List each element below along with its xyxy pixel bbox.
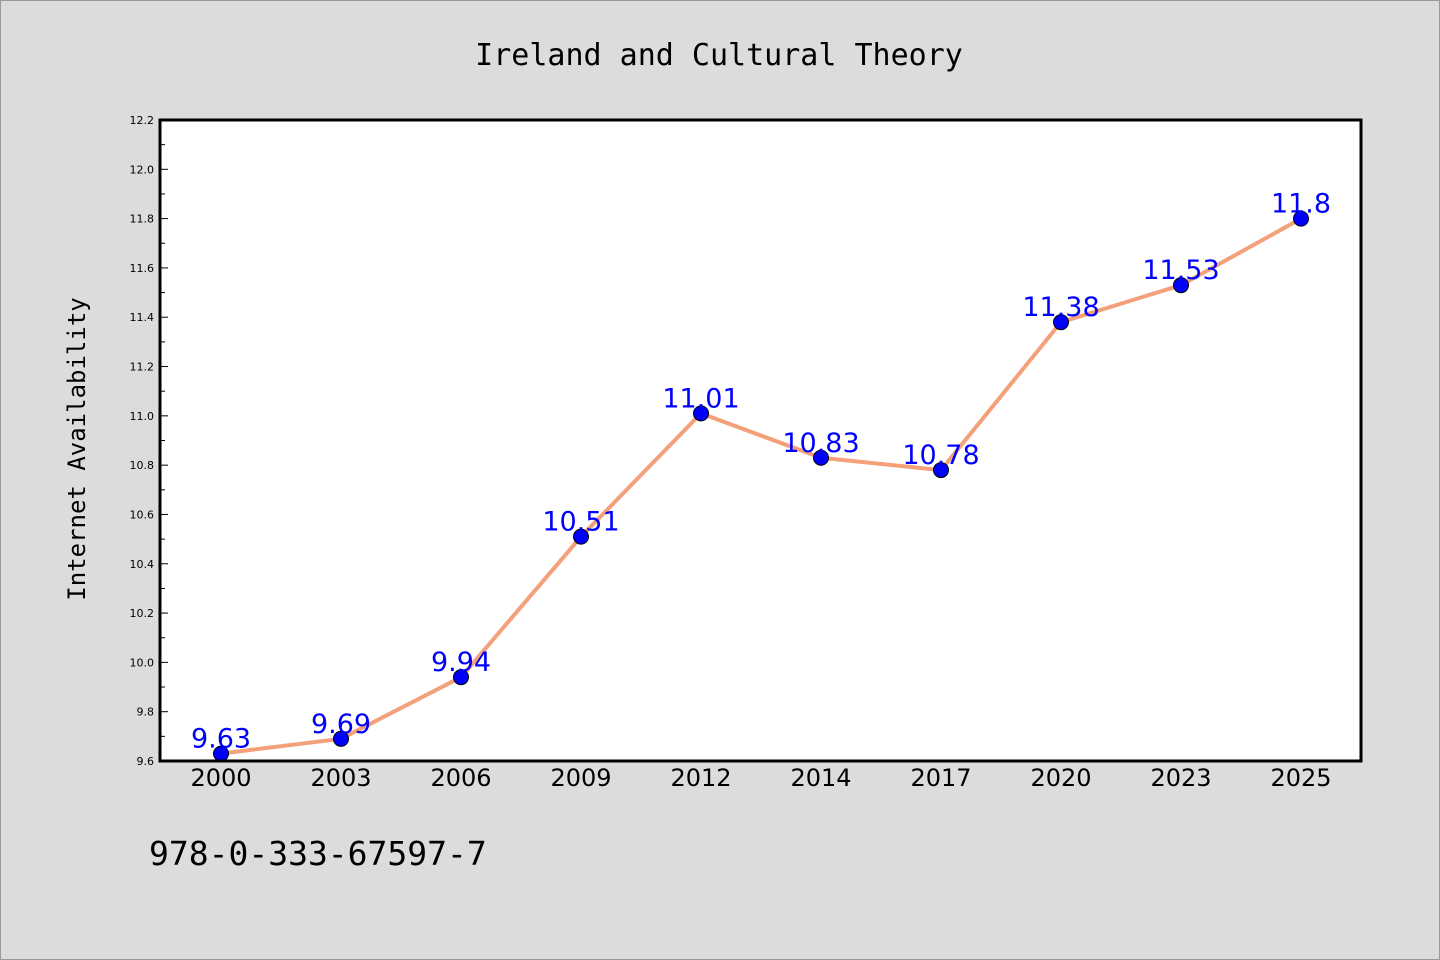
- data-labels: 9.63 9.69 9.94 10.51 11.01 10.83 10.78 11.38 11.…: [191, 189, 1331, 755]
- y-tick-label: 10.0: [130, 656, 155, 669]
- x-tick-label: 2023: [1150, 764, 1211, 792]
- y-tick-label: 10.6: [130, 508, 155, 521]
- y-tick-label: 12.2: [130, 114, 155, 127]
- x-tick-label: 2017: [910, 764, 971, 792]
- data-point: [1173, 277, 1189, 294]
- data-point: [693, 405, 709, 422]
- data-point: [453, 669, 469, 686]
- data-label: 11.38: [1022, 292, 1099, 323]
- y-tick-label: 10.2: [130, 607, 155, 620]
- data-label: 10.83: [782, 428, 859, 459]
- y-tick-label: 10.4: [130, 558, 155, 571]
- x-tick-label: 2025: [1270, 764, 1331, 792]
- y-tick-label: 9.6: [137, 755, 155, 768]
- data-point: [933, 462, 949, 479]
- x-tick-label: 2000: [190, 764, 251, 792]
- x-tick-label: 2020: [1030, 764, 1091, 792]
- series-line: [220, 216, 1302, 756]
- y-tick-label: 9.8: [137, 706, 155, 719]
- y-tick-label: 11.0: [130, 410, 155, 423]
- plot-frame: [158, 118, 1363, 763]
- data-point: [813, 449, 829, 466]
- x-tick-label: 2003: [310, 764, 371, 792]
- x-tick-label: 2014: [790, 764, 851, 792]
- data-label: 11.53: [1142, 255, 1219, 286]
- y-tick-label: 10.8: [130, 459, 155, 472]
- data-label: 9.94: [431, 647, 491, 678]
- chart-title: Ireland and Cultural Theory: [475, 38, 963, 73]
- isbn-text: 978-0-333-67597-7: [149, 834, 487, 873]
- x-axis: 2000 2003 2006 2009 2012 2014 2017 2020 2023 2025: [190, 764, 1331, 792]
- x-tick-label: 2009: [550, 764, 611, 792]
- data-label: 11.8: [1271, 189, 1331, 220]
- data-point: [333, 730, 349, 747]
- y-tick-label: 11.2: [130, 361, 155, 374]
- x-tick-label: 2006: [430, 764, 491, 792]
- y-tick-label: 11.8: [130, 213, 155, 226]
- y-tick-label: 12.0: [130, 163, 155, 176]
- data-points: [213, 210, 1309, 762]
- data-label: 9.63: [191, 724, 251, 755]
- data-label: 10.78: [902, 440, 979, 471]
- data-point: [1053, 314, 1069, 331]
- plot-area: [160, 120, 1361, 761]
- data-label: 9.69: [311, 709, 371, 740]
- x-tick-label: 2012: [670, 764, 731, 792]
- y-axis: 9.6 9.8 10.0 10.2 10.4 10.6 10.8 11.0 11.2 11.4 11…: [130, 114, 168, 768]
- data-label: 11.01: [662, 383, 739, 414]
- data-point: [1293, 210, 1309, 227]
- data-label: 10.51: [542, 507, 619, 538]
- y-tick-label: 11.6: [130, 262, 155, 275]
- y-tick-label: 11.4: [130, 311, 155, 324]
- data-point: [573, 528, 589, 545]
- y-axis-label: Internet Availability: [63, 297, 91, 600]
